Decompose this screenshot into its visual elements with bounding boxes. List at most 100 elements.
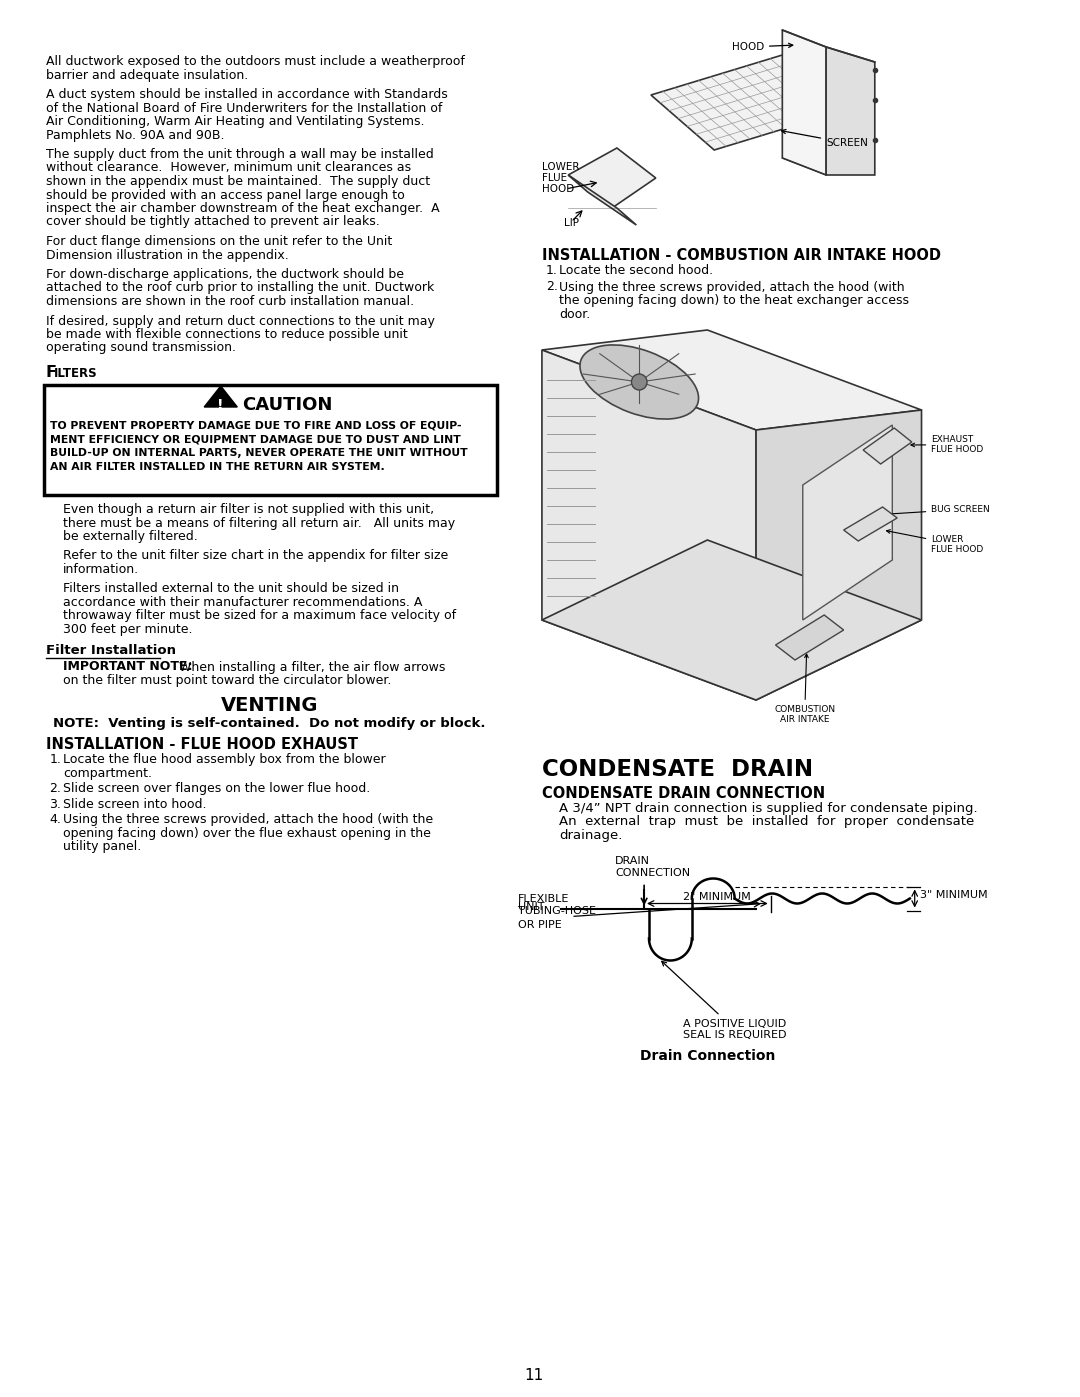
- Text: !: !: [217, 398, 224, 412]
- Text: 3" MINIMUM: 3" MINIMUM: [919, 890, 987, 900]
- Polygon shape: [542, 330, 921, 430]
- Text: Air Conditioning, Warm Air Heating and Ventilating Systems.: Air Conditioning, Warm Air Heating and V…: [45, 115, 424, 129]
- Text: For duct flange dimensions on the unit refer to the Unit: For duct flange dimensions on the unit r…: [45, 235, 392, 249]
- Text: opening facing down) over the flue exhaust opening in the: opening facing down) over the flue exhau…: [63, 827, 431, 840]
- Text: 11: 11: [525, 1368, 543, 1383]
- Text: 4.: 4.: [50, 813, 62, 826]
- Text: Filters installed external to the unit should be sized in: Filters installed external to the unit s…: [63, 583, 399, 595]
- Text: LIP: LIP: [565, 218, 579, 228]
- Text: SCREEN: SCREEN: [782, 130, 868, 148]
- Polygon shape: [802, 425, 892, 620]
- Text: FLUE: FLUE: [542, 173, 567, 183]
- Text: 1.: 1.: [50, 753, 62, 766]
- Bar: [43, 386, 497, 495]
- Polygon shape: [651, 54, 846, 149]
- Text: be made with flexible connections to reduce possible unit: be made with flexible connections to red…: [45, 328, 407, 341]
- Text: CONDENSATE  DRAIN: CONDENSATE DRAIN: [542, 759, 813, 781]
- Text: there must be a means of filtering all return air.   All units may: there must be a means of filtering all r…: [63, 517, 455, 529]
- Text: LOWER: LOWER: [542, 162, 580, 172]
- Text: A 3/4” NPT drain connection is supplied for condensate piping.: A 3/4” NPT drain connection is supplied …: [559, 802, 978, 814]
- Text: When installing a filter, the air flow arrows: When installing a filter, the air flow a…: [175, 661, 445, 673]
- Text: Using the three screws provided, attach the hood (with the: Using the three screws provided, attach …: [63, 813, 433, 826]
- Text: Pamphlets No. 90A and 90B.: Pamphlets No. 90A and 90B.: [45, 129, 224, 141]
- Text: drainage.: drainage.: [559, 828, 623, 842]
- Text: INSTALLATION - COMBUSTION AIR INTAKE HOOD: INSTALLATION - COMBUSTION AIR INTAKE HOO…: [542, 249, 941, 263]
- Polygon shape: [863, 427, 912, 464]
- Text: Locate the flue hood assembly box from the blower: Locate the flue hood assembly box from t…: [63, 753, 386, 766]
- Polygon shape: [826, 47, 875, 175]
- Text: without clearance.  However, minimum unit clearances as: without clearance. However, minimum unit…: [45, 162, 410, 175]
- Text: cover should be tightly attached to prevent air leaks.: cover should be tightly attached to prev…: [45, 215, 379, 229]
- Text: If desired, supply and return duct connections to the unit may: If desired, supply and return duct conne…: [45, 314, 434, 327]
- Text: the opening facing down) to the heat exchanger access: the opening facing down) to the heat exc…: [559, 293, 909, 307]
- Text: 2.: 2.: [50, 782, 62, 795]
- Text: 3.: 3.: [50, 798, 62, 810]
- Text: NOTE:  Venting is self-contained.  Do not modify or block.: NOTE: Venting is self-contained. Do not …: [53, 717, 486, 731]
- Text: of the National Board of Fire Underwriters for the Installation of: of the National Board of Fire Underwrite…: [45, 102, 442, 115]
- Text: Slide screen into hood.: Slide screen into hood.: [63, 798, 206, 810]
- Text: compartment.: compartment.: [63, 767, 152, 780]
- Text: All ductwork exposed to the outdoors must include a weatherproof: All ductwork exposed to the outdoors mus…: [45, 54, 464, 68]
- Text: inspect the air chamber downstream of the heat exchanger.  A: inspect the air chamber downstream of th…: [45, 203, 440, 215]
- Text: IMPORTANT NOTE:: IMPORTANT NOTE:: [63, 661, 192, 673]
- Text: TO PREVENT PROPERTY DAMAGE DUE TO FIRE AND LOSS OF EQUIP-: TO PREVENT PROPERTY DAMAGE DUE TO FIRE A…: [51, 420, 462, 432]
- Text: throwaway filter must be sized for a maximum face velocity of: throwaway filter must be sized for a max…: [63, 609, 456, 623]
- Polygon shape: [568, 148, 656, 208]
- Text: be externally filtered.: be externally filtered.: [63, 529, 198, 543]
- Polygon shape: [775, 615, 843, 659]
- Text: should be provided with an access panel large enough to: should be provided with an access panel …: [45, 189, 404, 201]
- Text: Locate the second hood.: Locate the second hood.: [559, 264, 714, 277]
- Text: 1.: 1.: [545, 264, 557, 277]
- Text: CONNECTION: CONNECTION: [615, 869, 690, 879]
- Polygon shape: [542, 351, 756, 700]
- Text: F: F: [45, 365, 56, 380]
- Polygon shape: [843, 507, 897, 541]
- Text: COMBUSTION
AIR INTAKE: COMBUSTION AIR INTAKE: [774, 654, 835, 725]
- Text: information.: information.: [63, 563, 139, 576]
- Text: door.: door.: [559, 307, 591, 320]
- Text: 300 feet per minute.: 300 feet per minute.: [63, 623, 192, 636]
- Text: An  external  trap  must  be  installed  for  proper  condensate: An external trap must be installed for p…: [559, 816, 974, 828]
- Polygon shape: [204, 386, 238, 407]
- Polygon shape: [542, 541, 921, 700]
- Text: Refer to the unit filter size chart in the appendix for filter size: Refer to the unit filter size chart in t…: [63, 549, 448, 563]
- Text: 2.: 2.: [545, 281, 557, 293]
- Polygon shape: [782, 29, 826, 175]
- Polygon shape: [756, 409, 921, 700]
- Text: 2" MINIMUM: 2" MINIMUM: [683, 891, 751, 901]
- Text: DRAIN: DRAIN: [615, 856, 650, 866]
- Polygon shape: [568, 175, 636, 225]
- Text: INSTALLATION - FLUE HOOD EXHAUST: INSTALLATION - FLUE HOOD EXHAUST: [45, 738, 357, 752]
- Text: VENTING: VENTING: [220, 696, 319, 715]
- Text: operating sound transmission.: operating sound transmission.: [45, 341, 235, 355]
- Text: on the filter must point toward the circulator blower.: on the filter must point toward the circ…: [63, 673, 391, 687]
- Text: AN AIR FILTER INSTALLED IN THE RETURN AIR SYSTEM.: AN AIR FILTER INSTALLED IN THE RETURN AI…: [51, 461, 386, 472]
- Text: attached to the roof curb prior to installing the unit. Ductwork: attached to the roof curb prior to insta…: [45, 282, 434, 295]
- Text: utility panel.: utility panel.: [63, 840, 141, 854]
- Text: LOWER
FLUE HOOD: LOWER FLUE HOOD: [887, 529, 984, 555]
- Text: A POSITIVE LIQUID
SEAL IS REQUIRED: A POSITIVE LIQUID SEAL IS REQUIRED: [662, 961, 786, 1041]
- Text: Filter Installation: Filter Installation: [45, 644, 176, 658]
- Text: MENT EFFICIENCY OR EQUIPMENT DAMAGE DUE TO DUST AND LINT: MENT EFFICIENCY OR EQUIPMENT DAMAGE DUE …: [51, 434, 461, 444]
- Text: CAUTION: CAUTION: [242, 395, 333, 414]
- Text: For down-discharge applications, the ductwork should be: For down-discharge applications, the duc…: [45, 268, 404, 281]
- Text: CONDENSATE DRAIN CONNECTION: CONDENSATE DRAIN CONNECTION: [542, 787, 825, 800]
- Text: The supply duct from the unit through a wall may be installed: The supply duct from the unit through a …: [45, 148, 433, 161]
- Circle shape: [632, 374, 647, 390]
- Ellipse shape: [580, 345, 699, 419]
- Text: dimensions are shown in the roof curb installation manual.: dimensions are shown in the roof curb in…: [45, 295, 414, 307]
- Text: Dimension illustration in the appendix.: Dimension illustration in the appendix.: [45, 249, 288, 261]
- Text: FLEXIBLE: FLEXIBLE: [517, 894, 569, 904]
- Text: barrier and adequate insulation.: barrier and adequate insulation.: [45, 68, 247, 81]
- Text: ILTERS: ILTERS: [54, 367, 98, 380]
- Text: BUG SCREEN: BUG SCREEN: [877, 504, 990, 517]
- Text: TUBING-HOSE: TUBING-HOSE: [517, 907, 595, 916]
- Text: HOOD: HOOD: [542, 184, 575, 194]
- Text: EXHAUST
FLUE HOOD: EXHAUST FLUE HOOD: [910, 434, 984, 454]
- Text: A duct system should be installed in accordance with Standards: A duct system should be installed in acc…: [45, 88, 447, 101]
- Text: Drain Connection: Drain Connection: [639, 1049, 775, 1063]
- Text: Using the three screws provided, attach the hood (with: Using the three screws provided, attach …: [559, 281, 905, 293]
- Text: HOOD: HOOD: [732, 42, 793, 52]
- Text: Even though a return air filter is not supplied with this unit,: Even though a return air filter is not s…: [63, 503, 434, 515]
- Text: Slide screen over flanges on the lower flue hood.: Slide screen over flanges on the lower f…: [63, 782, 370, 795]
